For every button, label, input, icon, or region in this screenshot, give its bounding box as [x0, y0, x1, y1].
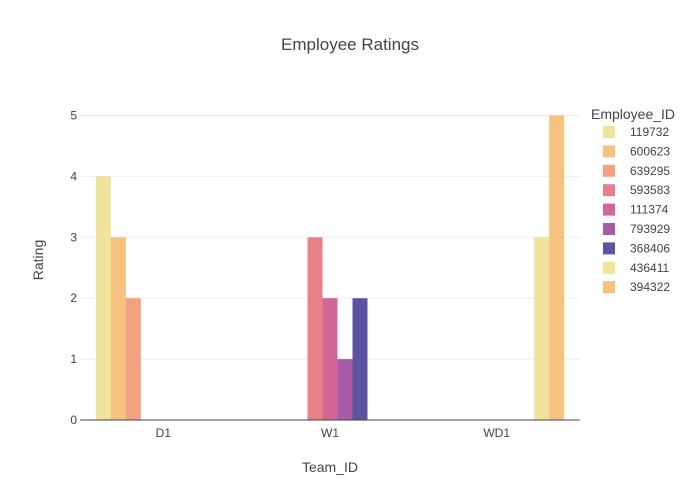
bar-111374-W1[interactable] — [322, 298, 338, 420]
legend-title: Employee_ID — [591, 106, 675, 122]
grid-lines — [80, 114, 580, 360]
legend-label: 593583 — [630, 183, 670, 197]
y-tick-label: 4 — [70, 169, 77, 183]
bar-436411-WD1[interactable] — [534, 237, 550, 420]
y-axis-title: Rating — [30, 240, 46, 280]
y-tick-labels: 0 1 2 3 4 5 — [70, 108, 77, 427]
x-tick-label: W1 — [321, 426, 339, 440]
legend-label: 394322 — [630, 280, 670, 294]
y-tick-label: 5 — [70, 108, 77, 122]
bars-group — [95, 115, 565, 421]
legend-swatch — [603, 145, 615, 158]
legend-item-111374[interactable]: 111374 — [603, 203, 669, 217]
y-tick-label: 2 — [70, 291, 77, 305]
x-tick-label: D1 — [156, 426, 172, 440]
legend-item-600623[interactable]: 600623 — [603, 144, 670, 158]
bar-793929-W1[interactable] — [337, 359, 353, 420]
legend-item-394322[interactable]: 394322 — [603, 280, 670, 294]
legend-swatch — [603, 281, 615, 294]
legend-label: 793929 — [630, 222, 670, 236]
x-tick-label: WD1 — [483, 426, 510, 440]
legend-item-793929[interactable]: 793929 — [603, 222, 670, 236]
legend-swatch — [603, 164, 615, 177]
bar-119732-D1[interactable] — [95, 176, 111, 420]
legend-swatch — [603, 203, 615, 216]
legend-label: 600623 — [630, 144, 670, 158]
legend-swatch — [603, 126, 615, 138]
legend-item-436411[interactable]: 436411 — [603, 261, 669, 275]
legend-item-119732[interactable]: 119732 — [603, 125, 669, 139]
x-tick-labels: D1 W1 WD1 — [156, 426, 511, 440]
bar-639295-D1[interactable] — [125, 298, 141, 420]
legend-label: 368406 — [630, 241, 670, 255]
y-tick-label: 1 — [70, 352, 77, 366]
legend-item-368406[interactable]: 368406 — [603, 241, 670, 255]
legend-swatch — [603, 223, 615, 235]
bar-394322-WD1[interactable] — [549, 115, 565, 421]
y-tick-label: 0 — [70, 413, 77, 427]
y-tick-label: 3 — [70, 230, 77, 244]
legend-label: 436411 — [630, 261, 669, 275]
legend-label: 111374 — [630, 203, 669, 217]
legend-label: 119732 — [630, 125, 669, 139]
x-axis-title: Team_ID — [302, 459, 358, 475]
chart-title: Employee Ratings — [281, 35, 419, 54]
legend-label: 639295 — [630, 164, 670, 178]
legend-swatch — [603, 184, 615, 197]
legend-item-639295[interactable]: 639295 — [603, 164, 670, 178]
legend-swatch — [603, 242, 615, 255]
legend-swatch — [603, 261, 615, 274]
bar-600623-D1[interactable] — [110, 237, 126, 420]
legend[interactable]: 119732 600623 639295 593583 111374 793929 3684… — [603, 125, 670, 294]
bar-593583-W1[interactable] — [307, 237, 323, 420]
legend-item-593583[interactable]: 593583 — [603, 183, 670, 197]
bar-368406-W1[interactable] — [352, 298, 368, 420]
